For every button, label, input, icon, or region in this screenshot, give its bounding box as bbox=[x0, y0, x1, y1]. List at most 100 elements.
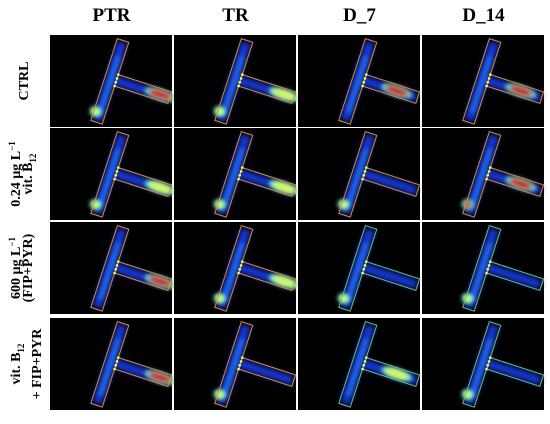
arm-core bbox=[221, 242, 245, 301]
row-label-part: −1 bbox=[7, 141, 17, 151]
marker-dot bbox=[113, 177, 116, 181]
maze bbox=[337, 224, 421, 312]
arm-outline bbox=[113, 356, 173, 387]
hotspot-core bbox=[385, 369, 409, 379]
marker-dot bbox=[485, 177, 488, 181]
marker-dot bbox=[363, 77, 367, 80]
marker-dot bbox=[485, 367, 488, 371]
marker-dot bbox=[113, 84, 116, 88]
arm-core bbox=[345, 148, 369, 207]
hotspot-core bbox=[148, 372, 172, 383]
marker-dot bbox=[113, 271, 116, 275]
row-label-part: −1 bbox=[7, 236, 17, 246]
marker-dot bbox=[362, 173, 366, 177]
marker-dot bbox=[237, 271, 240, 275]
marker-dot bbox=[237, 367, 240, 371]
maze bbox=[89, 37, 176, 125]
row-label: vit. B12 + FIP+PYR bbox=[9, 328, 45, 400]
hotspot-core bbox=[272, 182, 296, 193]
maze bbox=[90, 224, 176, 312]
column-header: D_14 bbox=[462, 5, 505, 26]
marker-dot bbox=[364, 73, 368, 76]
arm-core bbox=[469, 148, 493, 207]
heatmap-panel bbox=[422, 128, 545, 220]
marker-dot bbox=[362, 267, 366, 271]
marker-dot bbox=[361, 177, 364, 181]
arm-outline bbox=[237, 166, 297, 197]
marker-dot bbox=[115, 77, 119, 80]
heatmap-panel bbox=[298, 222, 421, 314]
arm-glow bbox=[360, 262, 418, 290]
column-header: D_7 bbox=[343, 5, 376, 26]
arm-core bbox=[345, 338, 369, 397]
arm-outline bbox=[113, 260, 173, 291]
arm-outline bbox=[485, 260, 545, 291]
arm-core bbox=[221, 55, 245, 114]
row-label-part: + FIP+PYR bbox=[30, 328, 45, 400]
marker-dot bbox=[487, 170, 491, 173]
marker-dot bbox=[487, 264, 491, 267]
column-header: PTR bbox=[93, 5, 131, 26]
heatmap-panel bbox=[174, 222, 300, 314]
hotspot-core bbox=[148, 182, 172, 193]
row-label-part: 600 µg L bbox=[9, 247, 24, 299]
arm-core bbox=[221, 338, 245, 397]
arm-glow bbox=[360, 168, 418, 196]
arm-core bbox=[469, 242, 493, 301]
marker-dot bbox=[485, 84, 488, 88]
maze bbox=[338, 37, 421, 125]
row-label-part: (FIP+PYR) bbox=[21, 233, 36, 302]
row-label-part: CTRL bbox=[17, 62, 32, 101]
marker-dot bbox=[238, 173, 242, 177]
marker-dot bbox=[488, 356, 492, 359]
marker-dot bbox=[361, 367, 364, 371]
marker-dot bbox=[362, 80, 366, 84]
heatmap-panel bbox=[422, 318, 545, 410]
marker-dot bbox=[240, 356, 244, 359]
hotspot-core bbox=[148, 276, 172, 287]
heatmap-panel bbox=[50, 128, 176, 220]
marker-dot bbox=[114, 267, 118, 271]
marker-dot bbox=[362, 363, 366, 367]
arm-outline bbox=[237, 260, 297, 291]
marker-dot bbox=[238, 80, 242, 84]
arm-glow bbox=[484, 358, 542, 386]
heatmap-panel bbox=[298, 318, 421, 410]
marker-dot bbox=[488, 166, 492, 169]
heatmap-panel bbox=[50, 222, 176, 314]
marker-dot bbox=[238, 267, 242, 271]
maze bbox=[90, 320, 176, 408]
heatmap-panel bbox=[422, 35, 545, 127]
row-label: 600 µg L−1 (FIP+PYR) bbox=[7, 233, 36, 302]
heatmap-panel bbox=[50, 35, 176, 127]
marker-dot bbox=[240, 73, 244, 76]
row-label-part: vit. B bbox=[21, 163, 36, 195]
maze bbox=[213, 224, 300, 312]
maze bbox=[462, 37, 545, 125]
marker-dot bbox=[237, 84, 240, 88]
heatmap-panel bbox=[50, 318, 176, 410]
marker-dot bbox=[488, 73, 492, 76]
marker-dot bbox=[115, 264, 119, 267]
heatmap-panel bbox=[174, 128, 300, 220]
arm-core bbox=[97, 242, 121, 301]
arm-core bbox=[469, 55, 493, 114]
arm-core bbox=[97, 55, 121, 114]
marker-dot bbox=[239, 170, 243, 173]
heatmap-panel bbox=[298, 35, 421, 127]
arm-outline bbox=[361, 73, 421, 104]
arm-glow bbox=[236, 358, 294, 386]
marker-dot bbox=[363, 264, 367, 267]
arm-core bbox=[97, 148, 121, 207]
arm-core bbox=[221, 148, 245, 207]
marker-dot bbox=[114, 173, 118, 177]
hotspot-core bbox=[385, 86, 409, 96]
maze bbox=[461, 130, 545, 218]
marker-dot bbox=[116, 260, 120, 263]
marker-dot bbox=[114, 80, 118, 84]
marker-dot bbox=[239, 264, 243, 267]
marker-dot bbox=[361, 271, 364, 275]
marker-dot bbox=[240, 166, 244, 169]
marker-dot bbox=[485, 271, 488, 275]
marker-dot bbox=[486, 363, 490, 367]
